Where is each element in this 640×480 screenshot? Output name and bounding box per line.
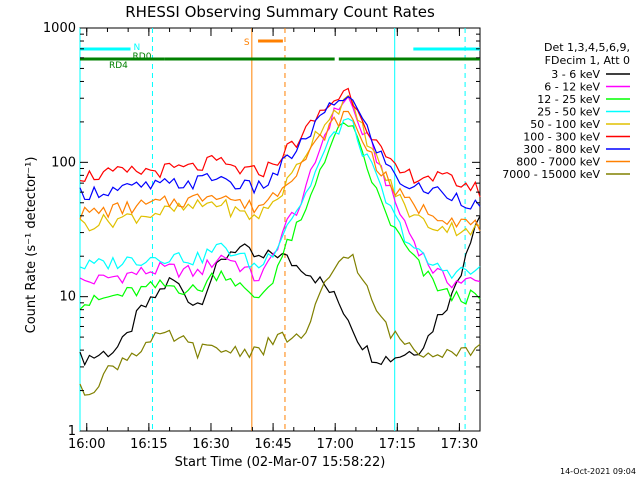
x-tick-label: 16:00 <box>68 437 105 452</box>
y-tick-label: 1 <box>68 424 76 439</box>
x-tick-label: 17:30 <box>441 437 478 452</box>
flag-annotation-label: RD4 <box>109 61 128 71</box>
x-tick-label: 17:00 <box>316 437 353 452</box>
legend-header-line: FDecim 1, Att 0 <box>545 54 630 67</box>
series-line-300-800-kev <box>79 95 481 210</box>
series-line-800-7000-kev <box>79 110 481 232</box>
y-tick-label: 1000 <box>43 21 76 36</box>
flag-annotation-label: S <box>244 38 250 48</box>
x-tick-label: 16:15 <box>130 437 167 452</box>
series-line-25-50-kev <box>79 117 481 280</box>
flag-annotation-label: RD0 <box>133 52 152 62</box>
y-tick-label: 100 <box>51 155 76 170</box>
x-tick-label: 17:15 <box>379 437 416 452</box>
legend-entry-label: 12 - 25 keV <box>537 93 600 106</box>
legend-entry-label: 300 - 800 keV <box>523 143 600 156</box>
legend-entry-label: 25 - 50 keV <box>537 106 600 119</box>
series-line-12-25-kev <box>79 122 481 310</box>
plot-frame <box>79 27 481 432</box>
y-tick-label: 10 <box>59 290 76 305</box>
x-tick-label: 16:45 <box>254 437 291 452</box>
legend-entry-label: 800 - 7000 keV <box>516 156 600 169</box>
y-axis-label: Count Rate (s⁻¹ detector⁻¹) <box>24 157 39 334</box>
footer-timestamp: 14-Oct-2021 09:04 <box>560 467 636 476</box>
legend-entry-label: 100 - 300 keV <box>523 131 600 144</box>
flag-annotation-label: N <box>134 43 141 53</box>
chart-title: RHESSI Observing Summary Count Rates <box>125 3 435 21</box>
series-line-7000-15000-kev <box>79 253 481 396</box>
legend-header-line: Det 1,3,4,5,6,9, <box>544 41 630 54</box>
series-line-50-100-kev <box>79 94 480 237</box>
series-line-100-300-kev <box>79 87 481 198</box>
series-line-3-6-kev <box>79 215 481 367</box>
x-tick-label: 16:30 <box>192 437 229 452</box>
legend-entry-label: 50 - 100 keV <box>530 118 600 131</box>
legend-entry-label: 7000 - 15000 keV <box>502 168 600 181</box>
legend-entry-label: 6 - 12 keV <box>544 81 600 94</box>
legend-entry-label: 3 - 6 keV <box>551 68 600 81</box>
x-axis-label: Start Time (02-Mar-07 15:58:22) <box>175 455 386 470</box>
